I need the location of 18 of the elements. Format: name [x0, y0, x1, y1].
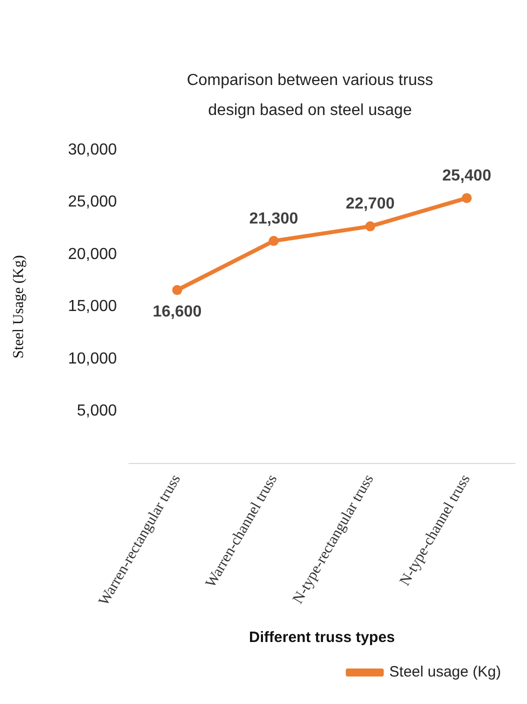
point — [172, 285, 182, 296]
y-tick-label: 30,000 — [68, 141, 118, 158]
point — [365, 221, 376, 232]
y-tick-label: 15,000 — [68, 298, 118, 316]
data-label: 16,600 — [152, 303, 202, 320]
y-tick-label: 20,000 — [68, 246, 118, 263]
point — [268, 236, 279, 246]
legend-label: Steel usage (Kg) — [389, 664, 502, 681]
chart-title: Comparison between various truss design based on steel usage — [186, 71, 434, 121]
y-axis-title: Steel Usage (Kg) — [10, 255, 27, 358]
data-label: 25,400 — [442, 167, 492, 184]
y-tick-label: 5,000 — [76, 402, 118, 420]
x-axis-title: Different truss types — [249, 629, 395, 646]
point — [462, 193, 472, 204]
data-label: 21,300 — [249, 210, 298, 228]
y-tick-label: 25,000 — [68, 194, 118, 211]
data-label: 22,700 — [346, 196, 395, 213]
y-tick-label: 10,000 — [68, 350, 118, 368]
